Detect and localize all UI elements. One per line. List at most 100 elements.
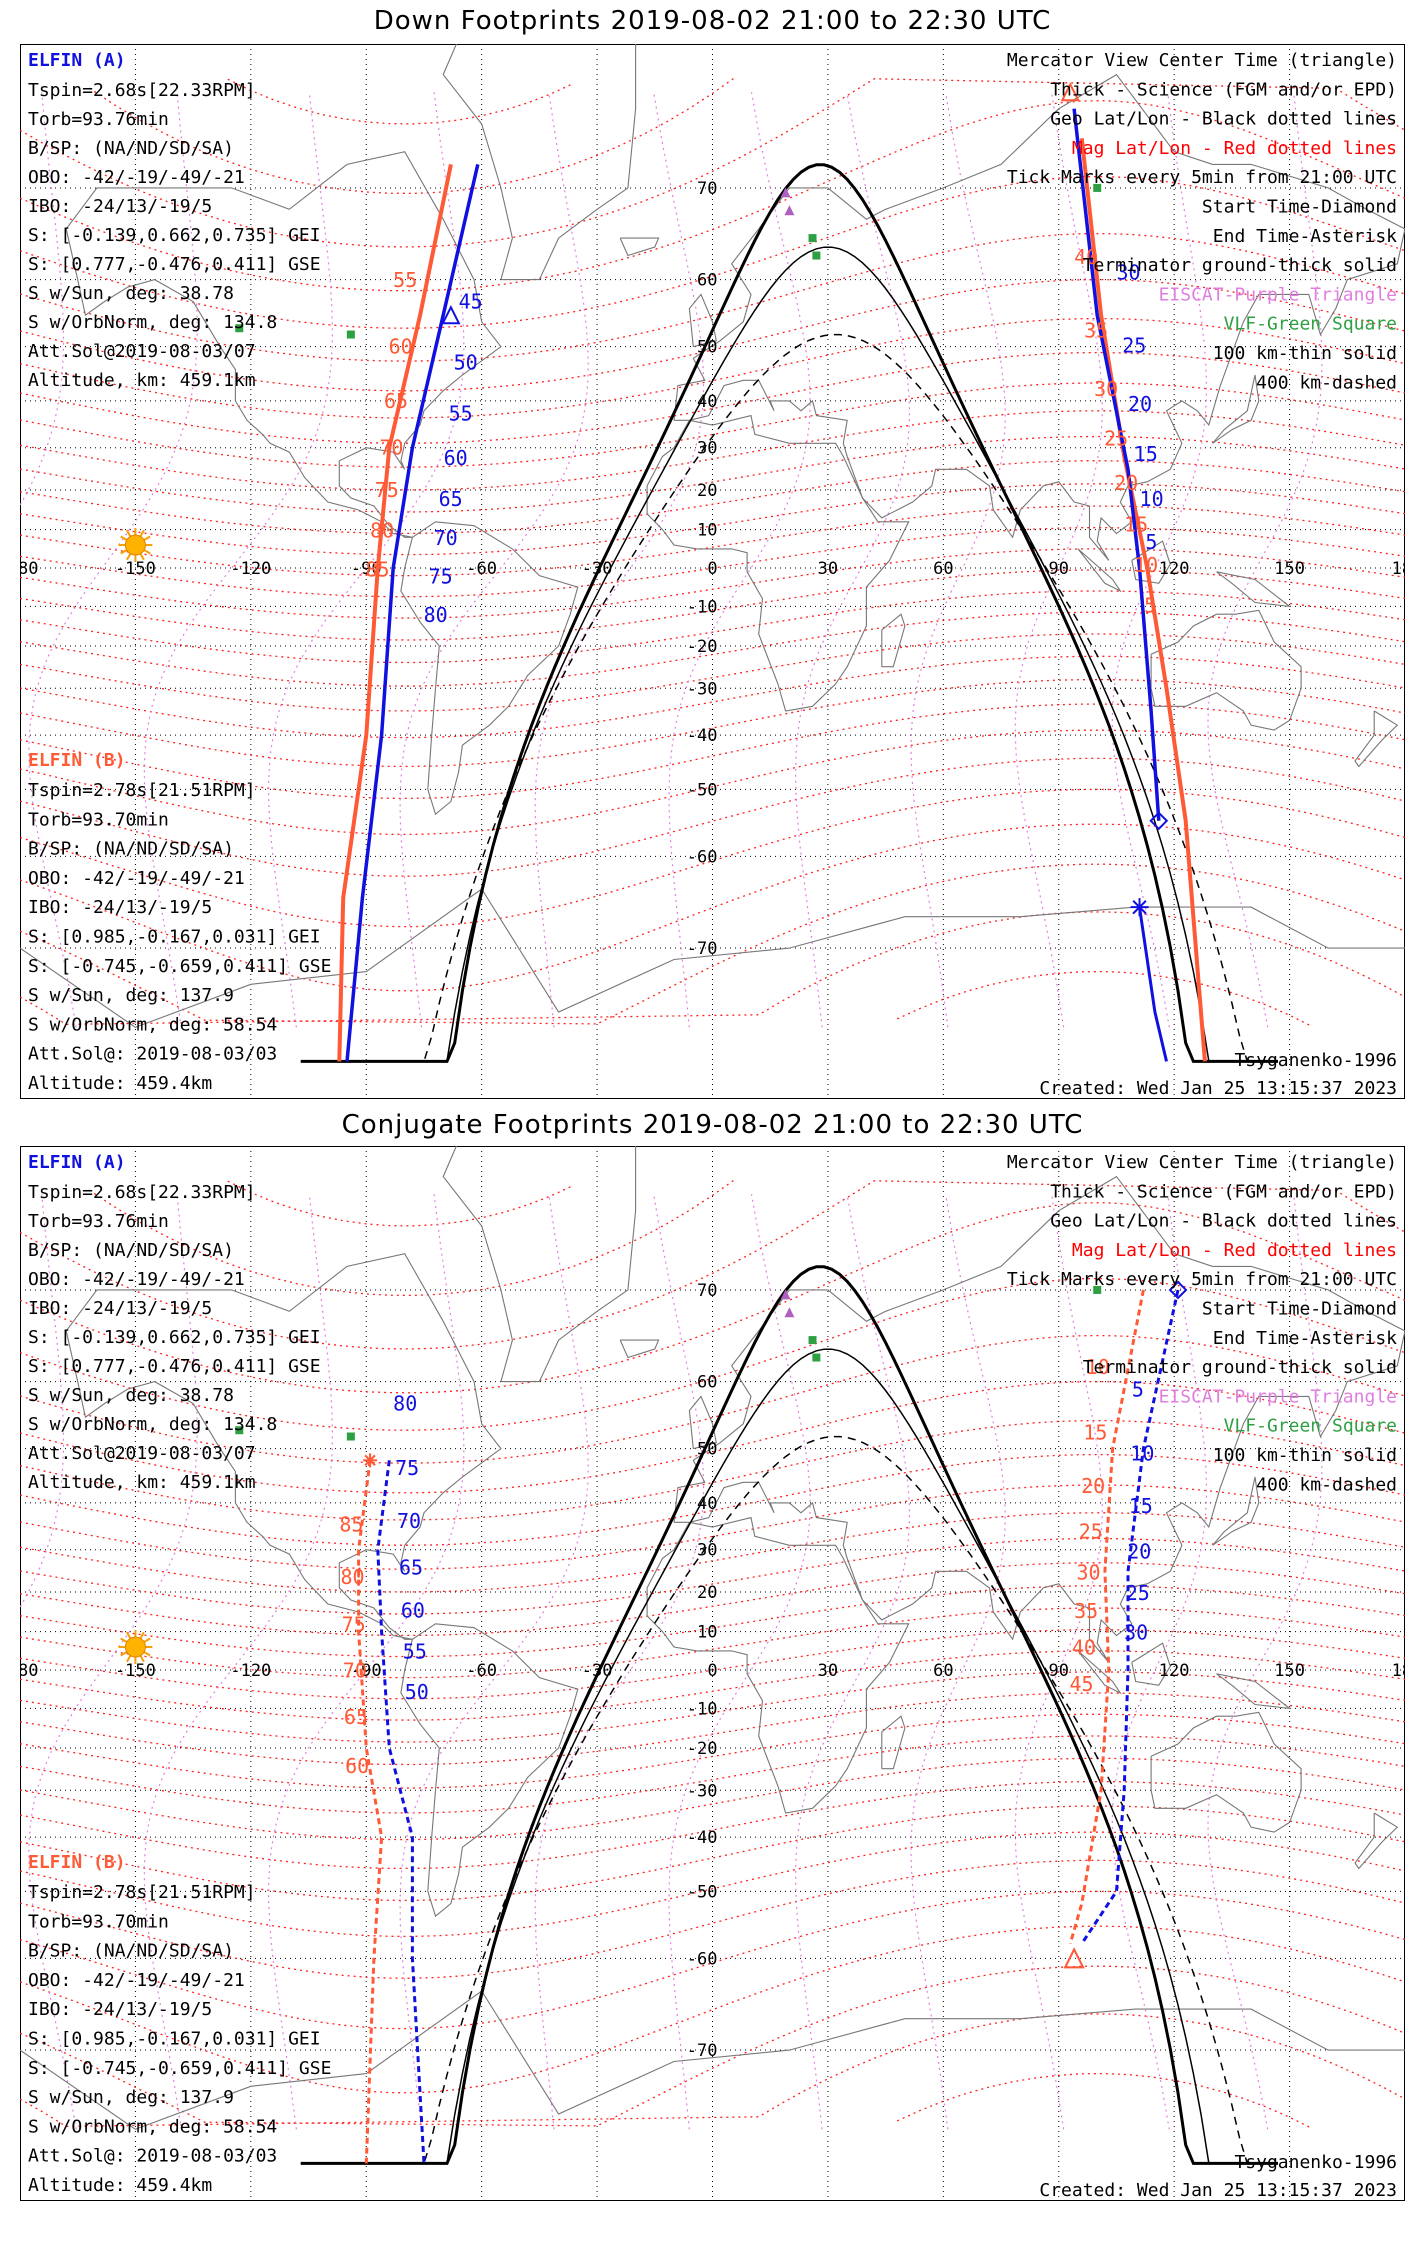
mag-parallel [20, 1805, 1405, 1902]
mag-parallel [227, 1180, 575, 1227]
lon-label: -120 [230, 1661, 271, 1681]
elfin-b-mag-footprint [1079, 138, 1207, 1062]
coastline [646, 414, 910, 712]
mag-meridian [1111, 92, 1208, 1028]
legend-entry: Mercator View Center Time (triangle) [1007, 1152, 1397, 1173]
lon-label: -90 [351, 1661, 382, 1681]
footer-created: Created: Wed Jan 25 13:15:37 2023 [1039, 2180, 1397, 2201]
coastline [1150, 609, 1302, 731]
mag-parallel [20, 1453, 1405, 1546]
elfin-b-info-line: Torb=93.70min [28, 1911, 169, 1932]
elfin-b-info-line: S w/OrbNorm, deg: 58.54 [28, 2116, 277, 2137]
elfin-a-info-line: OBO: -42/-19/-49/-21 [28, 1269, 245, 1290]
mag-parallel [20, 382, 1405, 468]
legend-entry: 400 km-dashed [1256, 372, 1397, 393]
elfin-b-info-line: OBO: -42/-19/-49/-21 [28, 868, 245, 889]
legend-entry: End Time-Asterisk [1213, 1328, 1397, 1349]
legend-entry: Mag Lat/Lon - Red dotted lines [1072, 1240, 1397, 1261]
footer-model: Tsyganenko-1996 [1234, 1050, 1397, 1071]
elfin-a-tick-label: 80 [393, 1391, 417, 1415]
mag-parallel [20, 788, 1405, 928]
elfin-b-tick-label: 10 [1140, 487, 1164, 511]
lon-label: 30 [818, 559, 838, 579]
lon-label: 30 [818, 1661, 838, 1681]
elfin-a-info-line: Att.Sol@2019-08-03/07 [28, 341, 256, 362]
vlf-square [1093, 1285, 1102, 1294]
lat-label: 70 [697, 179, 717, 199]
coastline [1131, 1642, 1171, 1686]
elfin-a-tick-label: 70 [434, 526, 458, 550]
mag-parallel [20, 1629, 1405, 1700]
elfin-a-info-line: Tspin=2.68s[22.33RPM] [28, 1182, 256, 1203]
map-root: -180 -150 -120 -90 -60 -30 0 30 60 90 120 150 180 70 6… [20, 1146, 1405, 2201]
mag-parallel [20, 1202, 1405, 1394]
mag-meridian [668, 92, 811, 1028]
axis-labels: -180 -150 -120 -90 -60 -30 0 30 60 90 120 150 180 70 6… [20, 179, 1405, 959]
lat-label: 50 [697, 1440, 717, 1460]
elfin-a-mag-tick-label: 75 [342, 1613, 366, 1637]
mag-parallel [20, 1180, 1405, 1350]
mag-parallel [20, 1419, 1405, 1521]
mag-meridian [143, 92, 334, 1028]
lat-label: -70 [687, 939, 718, 959]
legend-entry: End Time-Asterisk [1213, 226, 1397, 247]
coastline [881, 1715, 906, 1770]
terminator-ground [300, 1265, 1278, 2165]
coastlines [20, 1146, 1405, 2130]
lon-label: 120 [1159, 1661, 1190, 1681]
elfin-a-info-line: IBO: -24/13/-19/5 [28, 196, 212, 217]
mag-parallel [20, 460, 1405, 535]
lon-label: 90 [1049, 1661, 1069, 1681]
elfin-b-mag-tick-label: 35 [1074, 1599, 1098, 1623]
geo-grid [20, 1146, 1405, 2201]
coastlines [20, 44, 1405, 1028]
legend-entry: 100 km-thin solid [1213, 1445, 1397, 1466]
elfin-a-info-line: S: [0.777,-0.476,0.411] GSE [28, 1356, 321, 1377]
vlf-square [235, 324, 244, 333]
mag-meridian [20, 1194, 65, 1609]
coastline [1077, 548, 1122, 593]
elfin-a-info-line: S w/OrbNorm, deg: 134.8 [28, 1414, 277, 1435]
elfin-b-tick-label: 25 [1126, 1581, 1150, 1605]
lon-label: 60 [933, 1661, 953, 1681]
mag-parallel [20, 1607, 1405, 1679]
map-frame [20, 1146, 1405, 2201]
mag-meridian [1014, 92, 1103, 1028]
coastline [1212, 374, 1260, 444]
vlf-square [808, 234, 817, 243]
mag-parallel [20, 1562, 1405, 1637]
elfin-b-info-line: B/SP: (NA/ND/SD/SA) [28, 1941, 234, 1962]
eiscat-triangle [780, 187, 791, 198]
elfin-b-info-line: S: [0.985,-0.167,0.031] GEI [28, 927, 321, 948]
mag-parallel [20, 590, 1405, 664]
elfin-a-info-line: S w/Sun, deg: 38.78 [28, 283, 234, 304]
elfin-b-info-line: S: [-0.745,-0.659,0.411] GSE [28, 956, 331, 977]
elfin-a-info-line: Altitude, km: 459.1km [28, 1472, 256, 1493]
elfin-a-mag-tick-label: 60 [345, 1754, 369, 1778]
coastline [619, 1339, 660, 1359]
coastline [20, 888, 1405, 1028]
footer-created: Created: Wed Jan 25 13:15:37 2023 [1039, 1078, 1397, 1099]
lat-label: -50 [687, 780, 718, 800]
mag-parallel [20, 863, 1405, 1025]
elfin-b-info-line: B/SP: (NA/ND/SD/SA) [28, 839, 234, 860]
lon-label: -180 [20, 559, 38, 579]
mag-parallel [20, 317, 1405, 419]
eiscat-triangle [784, 205, 795, 216]
elfin-b-mag-footprint [1068, 1289, 1145, 1945]
lat-label: 40 [697, 392, 717, 412]
coastline [1212, 1476, 1260, 1546]
map-panel-conjugate: -180 -150 -120 -90 -60 -30 0 30 60 90 120 150 180 70 6… [20, 1146, 1405, 2201]
terminator-100km [300, 1348, 1278, 2165]
vlf-square [808, 1336, 817, 1345]
mag-parallel [20, 1780, 1405, 1870]
mag-meridian [399, 1194, 589, 2130]
mag-parallel [20, 1831, 1405, 1938]
coastline [688, 293, 717, 348]
elfin-b-info-line: Torb=93.70min [28, 809, 169, 830]
mag-parallel [20, 1713, 1405, 1789]
elfin-a-track [376, 1460, 426, 2164]
elfin-a-header: ELFIN (A) [28, 50, 126, 71]
elfin-a-mag-tick-label: 65 [344, 1705, 368, 1729]
mag-parallel [20, 611, 1405, 687]
